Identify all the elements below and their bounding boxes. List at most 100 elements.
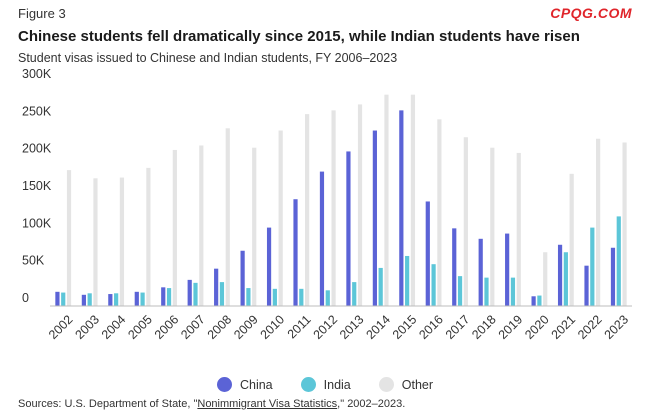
bars	[55, 94, 627, 307]
bar-india-2017[interactable]	[457, 276, 463, 306]
bar-other-2006[interactable]	[172, 149, 177, 306]
bar-other-2020[interactable]	[543, 252, 548, 306]
bar-other-2022[interactable]	[596, 138, 601, 306]
bar-india-2022[interactable]	[590, 227, 595, 306]
x-tick-label-2022: 2022	[575, 312, 605, 342]
bar-india-2021[interactable]	[563, 252, 568, 306]
legend-label-india: India	[323, 377, 351, 392]
y-tick-label: 200K	[22, 142, 52, 156]
bar-india-2014[interactable]	[378, 267, 383, 306]
bar-other-2017[interactable]	[463, 137, 468, 306]
bar-other-2014[interactable]	[384, 94, 389, 306]
legend-item-china[interactable]: China	[216, 377, 273, 392]
legend-item-other[interactable]: Other	[378, 377, 434, 392]
bar-china-2002[interactable]	[55, 291, 60, 306]
bar-india-2006[interactable]	[166, 288, 172, 306]
bar-india-2010[interactable]	[272, 288, 277, 306]
bar-india-2023[interactable]	[616, 216, 621, 306]
x-tick-label-2015: 2015	[390, 312, 420, 342]
bar-china-2016[interactable]	[425, 201, 430, 306]
bar-china-2013[interactable]	[346, 151, 351, 306]
bar-other-2023[interactable]	[622, 142, 627, 306]
bar-india-2005[interactable]	[140, 292, 145, 306]
bar-china-2019[interactable]	[505, 233, 510, 306]
x-tick-label-2017: 2017	[443, 312, 473, 342]
bar-india-2007[interactable]	[193, 282, 198, 306]
bar-other-2019[interactable]	[516, 152, 521, 306]
bar-other-2013[interactable]	[357, 104, 363, 307]
bar-india-2004[interactable]	[114, 293, 119, 306]
bar-china-2007[interactable]	[187, 279, 192, 306]
chart-title: Chinese students fell dramatically since…	[18, 28, 580, 45]
bar-other-2018[interactable]	[490, 147, 495, 306]
bar-india-2011[interactable]	[299, 288, 304, 306]
bar-other-2021[interactable]	[569, 173, 574, 306]
legend-swatch-india	[300, 377, 316, 392]
bar-other-2002[interactable]	[66, 170, 72, 306]
bar-other-2009[interactable]	[252, 147, 257, 306]
bar-other-2015[interactable]	[410, 94, 416, 306]
bar-china-2021[interactable]	[557, 244, 563, 306]
bar-other-2011[interactable]	[305, 114, 310, 306]
legend-label-china: China	[239, 377, 273, 392]
bar-other-2016[interactable]	[437, 119, 442, 306]
bar-other-2005[interactable]	[146, 167, 151, 306]
legend-item-india[interactable]: India	[300, 377, 351, 392]
bar-china-2022[interactable]	[584, 265, 589, 306]
y-tick-label: 250K	[22, 104, 52, 118]
x-tick-label-2009: 2009	[231, 312, 261, 342]
bar-china-2020[interactable]	[531, 296, 536, 306]
bar-china-2004[interactable]	[108, 294, 113, 306]
bar-india-2002[interactable]	[61, 292, 66, 306]
x-tick-label-2018: 2018	[469, 312, 499, 342]
bar-other-2010[interactable]	[278, 130, 283, 306]
x-tick-label-2006: 2006	[152, 312, 182, 342]
bar-other-2004[interactable]	[119, 177, 125, 306]
source-link[interactable]: Nonimmigrant Visa Statistics	[197, 398, 338, 410]
bar-india-2012[interactable]	[325, 290, 330, 306]
bar-india-2015[interactable]	[405, 255, 410, 306]
y-tick-label: 150K	[22, 179, 52, 193]
bar-china-2015[interactable]	[399, 110, 404, 307]
bar-china-2018[interactable]	[478, 238, 483, 306]
bar-other-2007[interactable]	[199, 145, 204, 306]
bar-china-2010[interactable]	[266, 227, 272, 306]
x-tick-label-2014: 2014	[363, 312, 393, 342]
x-tick-label-2002: 2002	[46, 312, 76, 342]
x-tick-label-2010: 2010	[258, 312, 288, 342]
bar-india-2008[interactable]	[219, 282, 225, 306]
bar-other-2008[interactable]	[225, 128, 230, 306]
bar-india-2018[interactable]	[484, 277, 489, 306]
figure-label: Figure 3	[18, 6, 66, 21]
bar-china-2009[interactable]	[240, 250, 245, 306]
bar-other-2003[interactable]	[93, 178, 98, 306]
bar-india-2020[interactable]	[537, 295, 542, 306]
x-tick-label-2013: 2013	[337, 312, 367, 342]
bar-china-2012[interactable]	[319, 171, 325, 306]
bar-india-2019[interactable]	[510, 277, 516, 306]
bar-india-2003[interactable]	[87, 293, 92, 306]
bar-other-2012[interactable]	[331, 110, 336, 307]
x-tick-label-2021: 2021	[549, 312, 579, 342]
bar-china-2003[interactable]	[81, 294, 86, 306]
legend-swatch-other	[378, 377, 394, 392]
x-tick-label-2004: 2004	[99, 312, 129, 342]
bar-china-2006[interactable]	[161, 287, 166, 306]
bar-china-2011[interactable]	[293, 199, 298, 306]
bar-china-2023[interactable]	[610, 247, 616, 306]
bar-india-2016[interactable]	[431, 264, 436, 306]
bar-china-2008[interactable]	[214, 268, 219, 306]
bar-china-2014[interactable]	[372, 130, 377, 306]
x-tick-label-2003: 2003	[72, 312, 102, 342]
bar-india-2009[interactable]	[246, 288, 251, 306]
bar-china-2005[interactable]	[134, 291, 139, 306]
legend-label-other: Other	[401, 377, 434, 392]
bar-china-2017[interactable]	[452, 228, 457, 306]
bar-india-2013[interactable]	[352, 282, 357, 306]
legend-swatch-china	[216, 377, 232, 392]
x-tick-label-2023: 2023	[602, 312, 632, 342]
x-tick-label-2005: 2005	[125, 312, 155, 342]
x-axis-ticks: 2002200320042005200620072008200920102011…	[46, 312, 631, 342]
y-tick-label: 50K	[22, 254, 45, 268]
